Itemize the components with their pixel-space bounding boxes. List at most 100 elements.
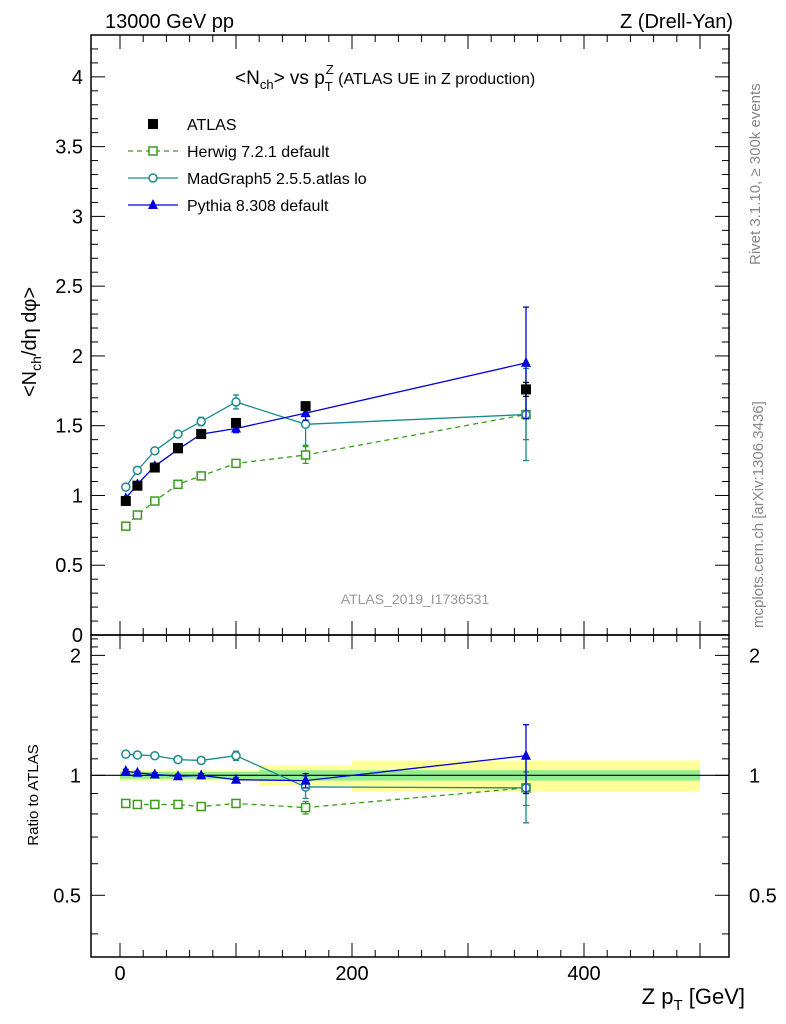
ratio-ytick-label-left: 1 <box>70 765 81 787</box>
main-madgraph5-2-5-5-atlas-lo-point <box>121 482 131 492</box>
title-nch-sub: ch <box>260 77 274 92</box>
main-atlas-point <box>132 480 143 491</box>
main-y-label: <Nch/dη dφ> <box>19 287 44 397</box>
main-herwig-7-2-1-default-point <box>196 471 206 481</box>
main-atlas-point <box>231 417 241 428</box>
main-atlas-point <box>521 384 531 395</box>
main-madgraph5-2-5-5-atlas-lo-point <box>196 416 206 427</box>
ylabel-sub: ch <box>28 356 44 371</box>
ratio-herwig-7-2-1-default-point <box>173 799 183 810</box>
legend-label-atlas: ATLAS <box>187 117 237 134</box>
title-nch-open: <N <box>235 68 260 89</box>
ratio-herwig-7-2-1-default-point <box>231 798 241 809</box>
ratio-pythia-8-308-default-point <box>173 770 183 781</box>
chart-title: <Nch> vs pTZ (ATLAS UE in Z production) <box>235 62 535 94</box>
ratio-herwig-7-2-1-default-line <box>125 787 527 809</box>
ratio-madgraph5-2-5-5-atlas-lo-point <box>196 755 206 766</box>
main-atlas-point <box>149 462 160 473</box>
main-herwig-7-2-1-default-point <box>173 479 183 490</box>
ratio-herwig-7-2-1-default-point <box>132 799 143 810</box>
main-ytick-label: 2 <box>72 346 83 368</box>
xlabel-sub: T <box>673 997 682 1014</box>
main-ytick-label: 1 <box>72 485 83 507</box>
main-herwig-7-2-1-default-line <box>125 413 527 527</box>
main-ytick-label: 2.5 <box>55 276 83 298</box>
legend-marker-pythia-8-308-default <box>148 199 158 209</box>
header-right: Z (Drell-Yan) <box>620 11 733 33</box>
analysis-watermark: ATLAS_2019_I1736531 <box>341 591 490 607</box>
main-ytick-label: 3.5 <box>55 137 83 159</box>
mcplots-label: mcplots.cern.ch [arXiv:1306.3436] <box>750 401 767 628</box>
x-axis-label: Z pT [GeV] <box>642 984 745 1014</box>
main-herwig-7-2-1-default-point <box>150 496 160 506</box>
xlabel-a: Z p <box>642 984 674 1009</box>
main-atlas-point <box>173 443 183 454</box>
main-atlas-point <box>120 496 131 507</box>
main-panel: 0 0.5 1 1.5 2 2.5 3 3.5 4 <box>55 34 730 647</box>
rivet-label: Rivet 3.1.10, ≥ 300k events <box>747 83 764 265</box>
header-left: 13000 GeV pp <box>105 11 234 33</box>
main-herwig-7-2-1-default-point <box>132 510 143 520</box>
main-madgraph5-2-5-5-atlas-lo-point <box>173 429 183 439</box>
x-tick-label: 400 <box>567 963 600 985</box>
ratio-madgraph5-2-5-5-atlas-lo-point <box>150 750 160 761</box>
ratio-frame <box>90 634 730 958</box>
ratio-madgraph5-2-5-5-atlas-lo-point <box>173 754 183 765</box>
ratio-ytick-label-left: 0.5 <box>53 885 81 907</box>
main-ytick-label: 4 <box>72 67 83 89</box>
ratio-pythia-8-308-default-point <box>132 766 143 777</box>
main-madgraph5-2-5-5-atlas-lo-point <box>150 446 160 456</box>
main-madgraph5-2-5-5-atlas-lo-point <box>300 419 311 430</box>
ratio-ytick-label-left: 2 <box>70 645 81 667</box>
ylabel-a: <N <box>19 371 41 397</box>
ratio-madgraph5-2-5-5-atlas-lo-point <box>132 750 143 760</box>
legend-marker-herwig-7-2-1-default <box>148 146 158 156</box>
x-tick-label: 0 <box>114 963 125 985</box>
title-mid: > vs p <box>274 68 325 89</box>
legend-marker-atlas <box>148 119 158 129</box>
main-madgraph5-2-5-5-atlas-lo-point <box>231 397 241 407</box>
ratio-ytick-label-right: 0.5 <box>749 885 777 907</box>
ratio-pythia-8-308-default-point <box>300 774 311 785</box>
ratio-madgraph5-2-5-5-atlas-lo-point <box>231 750 241 761</box>
x-tick-label: 200 <box>335 963 368 985</box>
ratio-ytick-label-right: 1 <box>749 765 760 787</box>
main-madgraph5-2-5-5-atlas-lo-point <box>132 465 143 476</box>
main-ytick-label: 0 <box>72 625 83 647</box>
legend-label-madgraph5-2-5-5-atlas-lo: MadGraph5 2.5.5.atlas lo <box>187 171 367 188</box>
main-pythia-8-308-default-line <box>125 362 527 499</box>
ratio-herwig-7-2-1-default-point <box>150 799 160 810</box>
main-pythia-8-308-default-point <box>300 407 311 418</box>
ratio-pythia-8-308-default-point <box>149 768 160 779</box>
legend-marker-madgraph5-2-5-5-atlas-lo <box>148 173 158 183</box>
ratio-ticks: 0.5 0.5 1 1 2 2 0 200 400 <box>53 635 777 985</box>
ratio-pythia-8-308-default-point <box>120 765 131 776</box>
ratio-ytick-label-right: 2 <box>749 645 760 667</box>
title-pt-sub: T <box>325 79 333 94</box>
main-herwig-7-2-1-default-point <box>231 458 241 469</box>
title-rest: (ATLAS UE in Z production) <box>334 71 536 88</box>
legend-label-pythia-8-308-default: Pythia 8.308 default <box>187 198 329 215</box>
main-data-layer <box>120 306 531 531</box>
ratio-pythia-8-308-default-point <box>231 773 241 784</box>
main-ytick-label: 1.5 <box>55 416 83 438</box>
ratio-y-label: Ratio to ATLAS <box>25 744 42 845</box>
main-atlas-point <box>196 429 207 440</box>
ratio-panel: 0.5 0.5 1 1 2 2 0 200 400 <box>53 634 777 985</box>
xlabel-b: [GeV] <box>683 984 745 1009</box>
main-pythia-8-308-default-point <box>521 356 531 367</box>
ratio-madgraph5-2-5-5-atlas-lo-point <box>121 749 131 759</box>
main-y-ticks: 0 0.5 1 1.5 2 2.5 3 3.5 4 <box>55 34 729 647</box>
legend-label-herwig-7-2-1-default: Herwig 7.2.1 default <box>187 144 330 161</box>
main-herwig-7-2-1-default-point <box>121 521 131 531</box>
main-atlas-point <box>300 401 311 412</box>
ratio-herwig-7-2-1-default-point <box>300 802 311 813</box>
ratio-pythia-8-308-default-point <box>196 769 207 780</box>
main-ytick-label: 3 <box>72 206 83 228</box>
ratio-pythia-8-308-default-point <box>521 749 531 760</box>
ratio-herwig-7-2-1-default-point <box>196 801 206 812</box>
title-pt-sup: Z <box>326 62 334 77</box>
main-herwig-7-2-1-default-point <box>300 450 311 460</box>
ratio-herwig-7-2-1-default-point <box>121 798 131 809</box>
